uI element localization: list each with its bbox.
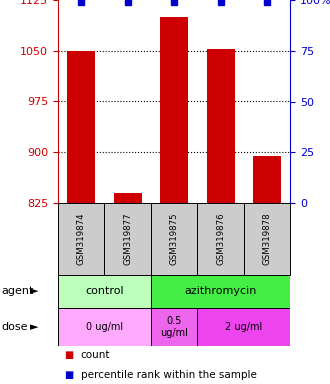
Text: dose: dose	[2, 322, 28, 332]
Text: GSM319877: GSM319877	[123, 213, 132, 265]
FancyBboxPatch shape	[151, 203, 197, 275]
Text: GSM319876: GSM319876	[216, 213, 225, 265]
FancyBboxPatch shape	[104, 203, 151, 275]
FancyBboxPatch shape	[244, 203, 290, 275]
Text: GSM319874: GSM319874	[77, 213, 85, 265]
Bar	[207, 50, 235, 203]
Text: ■: ■	[64, 350, 74, 361]
FancyBboxPatch shape	[58, 203, 104, 275]
FancyBboxPatch shape	[58, 308, 151, 346]
Bar	[253, 156, 281, 203]
Text: 0.5
ug/ml: 0.5 ug/ml	[160, 316, 188, 338]
Text: 0 ug/ml: 0 ug/ml	[86, 322, 123, 332]
FancyBboxPatch shape	[151, 308, 197, 346]
FancyBboxPatch shape	[151, 275, 290, 308]
FancyBboxPatch shape	[197, 308, 290, 346]
Text: azithromycin: azithromycin	[184, 286, 257, 296]
FancyBboxPatch shape	[197, 203, 244, 275]
Text: ►: ►	[30, 322, 39, 332]
Bar	[160, 17, 188, 203]
Text: percentile rank within the sample: percentile rank within the sample	[81, 369, 257, 380]
Bar	[67, 51, 95, 203]
FancyBboxPatch shape	[58, 275, 151, 308]
Text: ►: ►	[30, 286, 39, 296]
Text: GSM319875: GSM319875	[170, 213, 179, 265]
Text: 2 ug/ml: 2 ug/ml	[225, 322, 262, 332]
Text: GSM319878: GSM319878	[263, 213, 272, 265]
Text: ■: ■	[64, 369, 74, 380]
Bar	[114, 193, 142, 203]
Text: agent: agent	[2, 286, 34, 296]
Text: control: control	[85, 286, 124, 296]
Text: count: count	[81, 350, 110, 361]
